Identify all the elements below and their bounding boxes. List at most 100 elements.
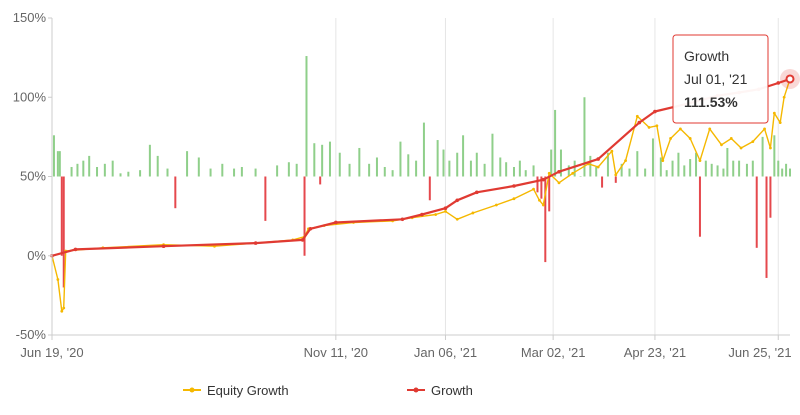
series-point [571, 171, 575, 175]
bar [579, 176, 582, 177]
x-tick-label: Apr 23, '21 [624, 345, 686, 360]
series-point [776, 81, 781, 85]
bar [407, 154, 410, 177]
bar [233, 168, 236, 177]
series-point [253, 241, 258, 245]
bar [659, 157, 662, 177]
series-point [161, 244, 166, 249]
y-tick-label: 150% [13, 10, 47, 25]
bar [264, 176, 267, 221]
series-point [669, 137, 672, 140]
bar [276, 165, 279, 177]
bar [665, 170, 668, 177]
bar [287, 162, 290, 177]
series-point [688, 137, 692, 140]
bar [305, 56, 308, 177]
legend-item-growth[interactable]: Growth [407, 383, 473, 398]
bar [628, 168, 631, 177]
bar [773, 135, 776, 177]
series-point [624, 159, 627, 163]
series-point [596, 165, 600, 169]
bar [313, 143, 316, 177]
y-tick-label: 100% [13, 89, 47, 104]
series-point [443, 206, 448, 210]
bar [722, 168, 725, 177]
series-point [444, 209, 447, 213]
series-point [647, 125, 651, 129]
legend-marker-growth [413, 387, 419, 393]
series-point [512, 184, 516, 188]
series-point [308, 227, 313, 231]
bar [789, 168, 791, 177]
bar [710, 163, 713, 177]
bar [677, 152, 680, 177]
tooltip: Growth Jul 01, '21 111.53% [672, 34, 769, 124]
bar [82, 160, 85, 177]
y-tick-label: 0% [27, 248, 46, 263]
series-point [538, 198, 541, 202]
series-point [541, 203, 545, 207]
bar [166, 168, 169, 177]
bar [769, 176, 772, 218]
bar [518, 160, 521, 177]
bar [338, 152, 341, 177]
bar [601, 176, 604, 188]
bar [620, 163, 623, 177]
bar [328, 141, 331, 177]
bar [644, 168, 647, 177]
series-point [678, 127, 682, 131]
series-point [763, 127, 766, 131]
bar [422, 122, 425, 177]
series-point [610, 149, 614, 153]
bar [391, 170, 394, 177]
legend-item-equity-growth[interactable]: Equity Growth [183, 383, 289, 398]
series-point [782, 95, 786, 99]
series-point [474, 190, 479, 195]
bar [103, 163, 106, 177]
series-point [471, 211, 475, 215]
bar [60, 176, 63, 256]
bar [58, 151, 61, 177]
axis-layer: -50% 0% 50% 100% 150% Jun 19, '20 Nov 11, '20 J… [13, 10, 792, 360]
bar [761, 136, 764, 177]
bar [559, 149, 562, 177]
bar [698, 176, 701, 237]
series-point [434, 213, 438, 216]
series-point [751, 140, 755, 144]
bar [156, 155, 159, 177]
series-point [661, 159, 665, 163]
bar [436, 140, 439, 177]
bar [745, 163, 748, 177]
bar [505, 162, 508, 177]
legend-label-equity-growth: Equity Growth [207, 383, 289, 398]
series-point [778, 121, 782, 125]
series-point [653, 109, 657, 114]
bar [683, 165, 686, 177]
bar [567, 165, 570, 177]
bar [606, 152, 609, 177]
legend-label-growth: Growth [431, 383, 473, 398]
bar [139, 170, 142, 177]
x-tick-label: Nov 11, '20 [304, 345, 368, 360]
legend: Equity Growth Growth [183, 383, 473, 398]
bar [221, 163, 224, 177]
series-point [60, 309, 64, 313]
bar [56, 151, 59, 177]
bar [689, 159, 692, 177]
bar [785, 163, 788, 177]
bar [456, 152, 459, 177]
bar [375, 157, 378, 177]
bar [119, 173, 122, 177]
bar [475, 152, 478, 177]
bar [651, 138, 654, 177]
tooltip-title: Growth [684, 48, 729, 64]
bar [321, 144, 324, 177]
bars-layer [52, 56, 791, 288]
bar [428, 176, 431, 201]
bar [491, 133, 494, 177]
bar [148, 144, 151, 177]
tooltip-date: Jul 01, '21 [684, 71, 748, 87]
series-point [637, 120, 642, 125]
